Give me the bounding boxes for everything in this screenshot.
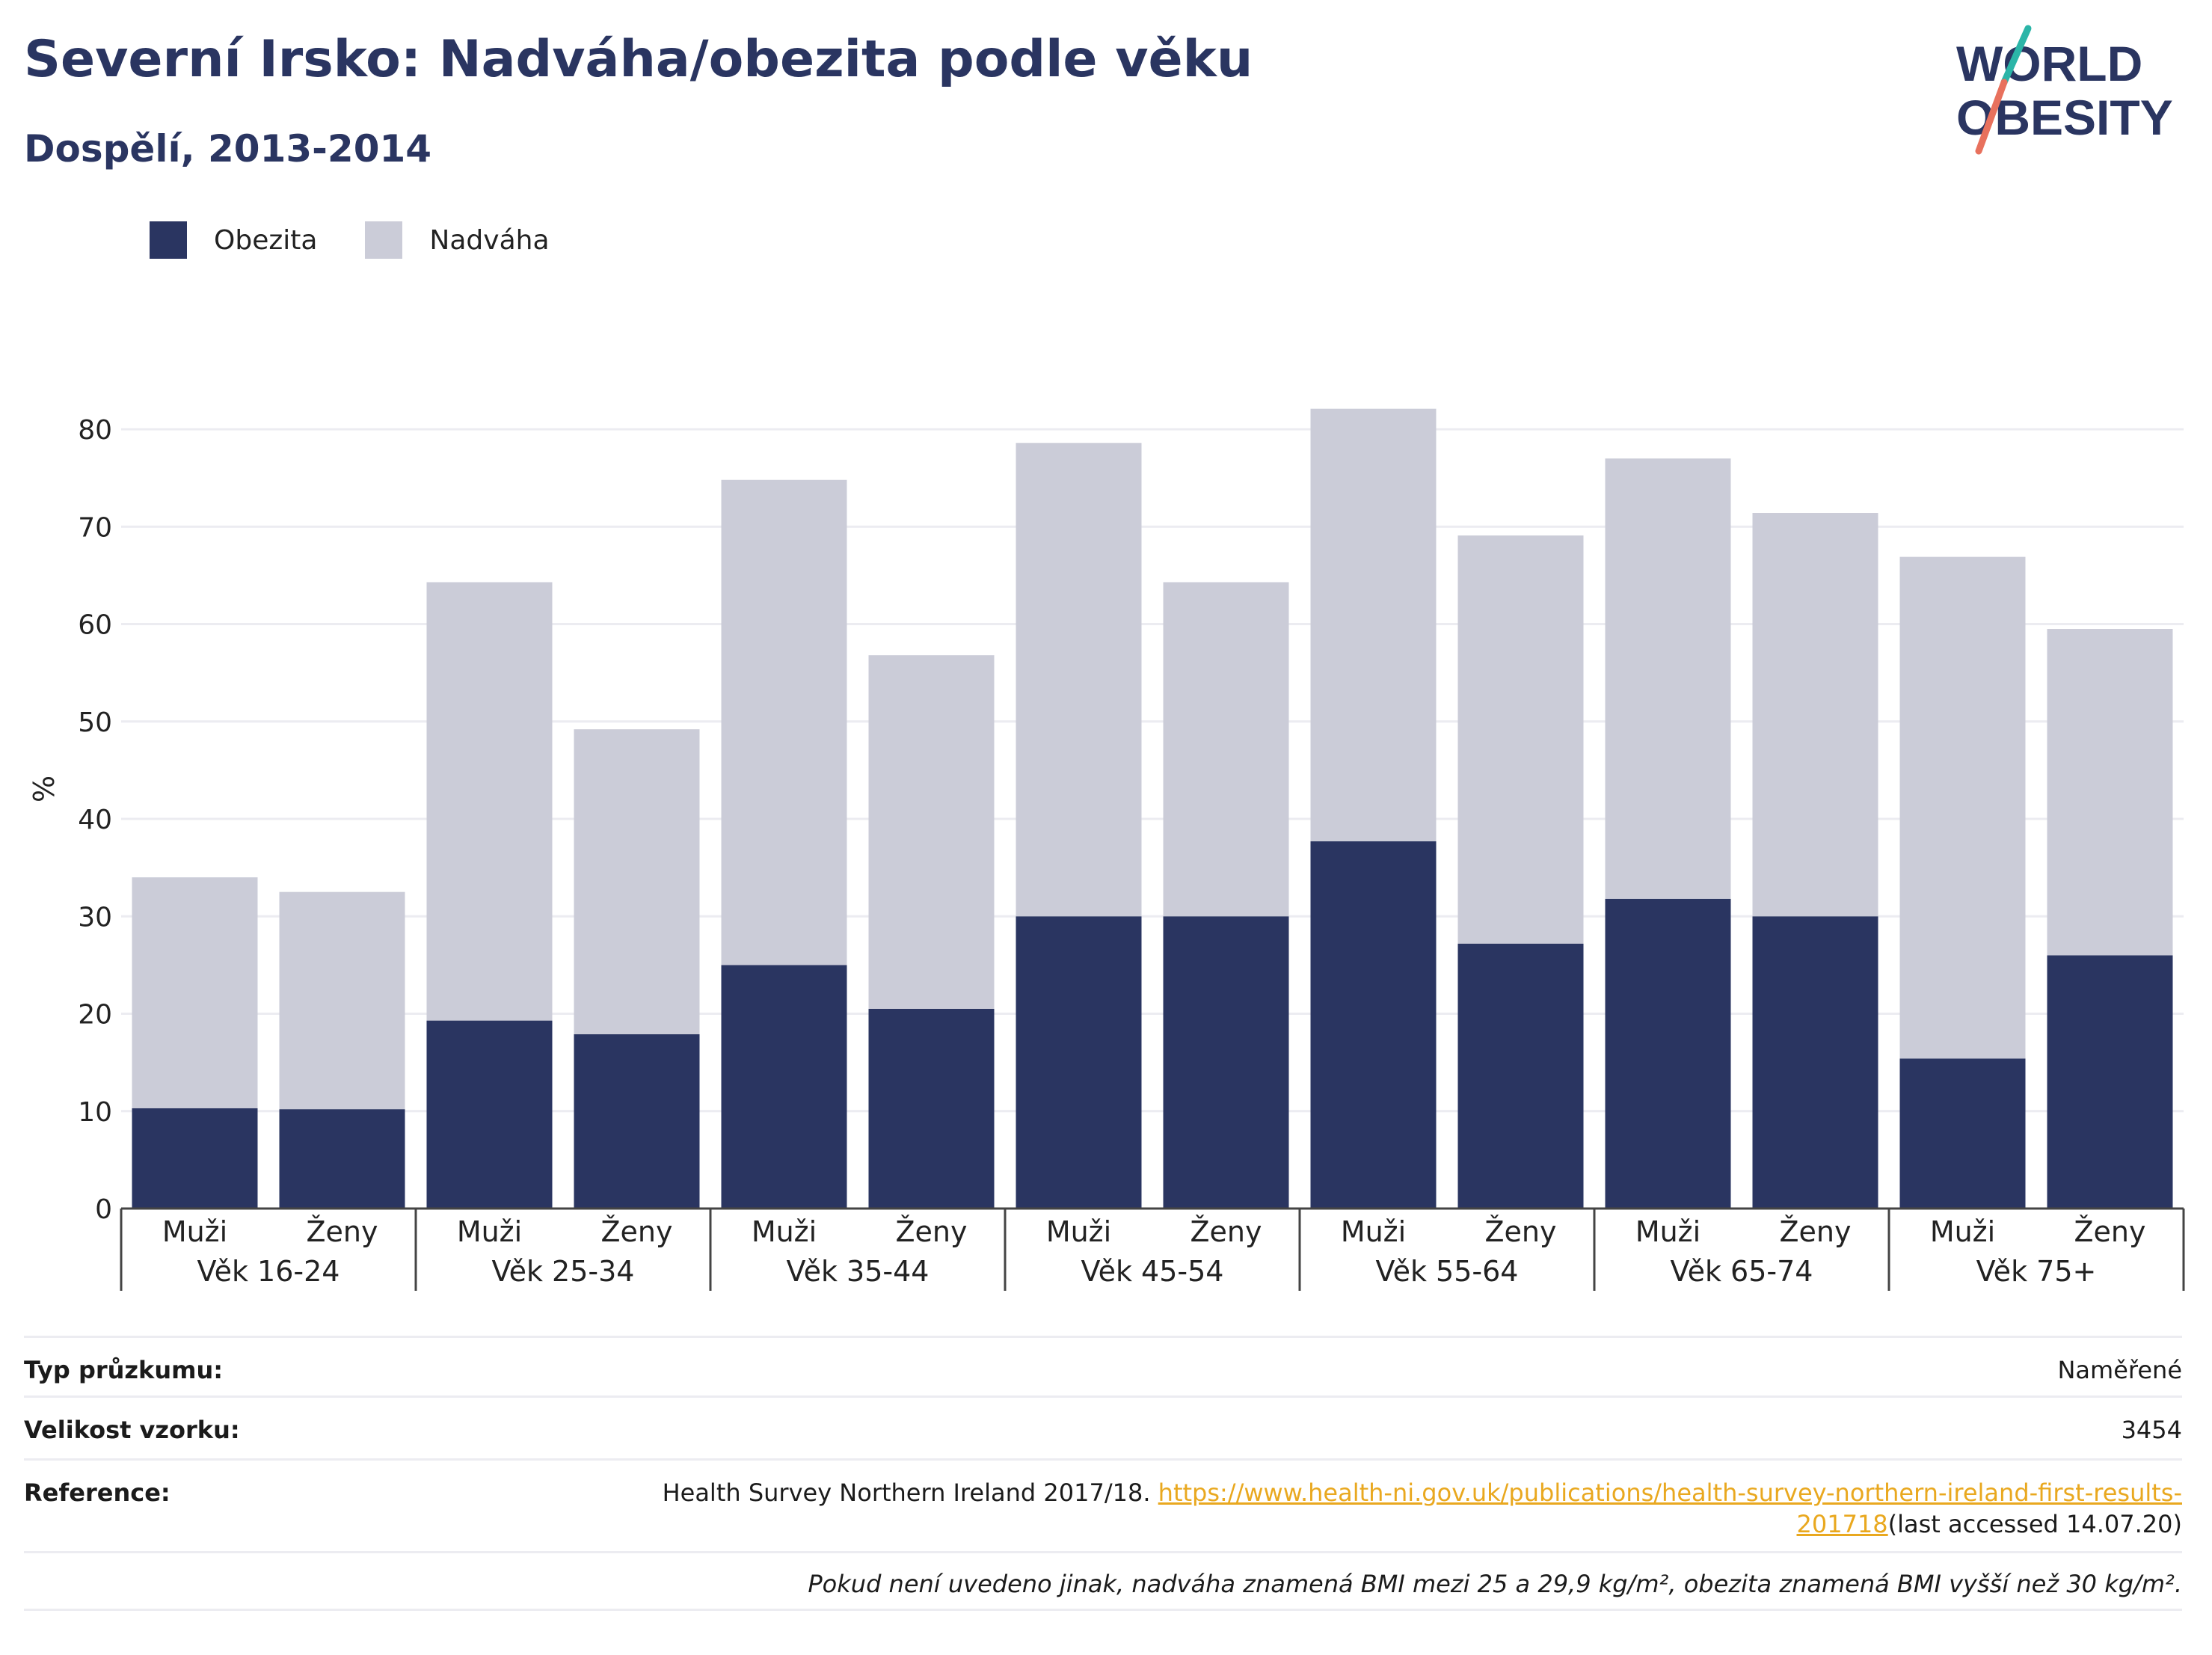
bar-nadvaha (2047, 629, 2173, 956)
legend-swatch-obezita (150, 221, 187, 259)
page-title: Severní Irsko: Nadváha/obezita podle věk… (24, 30, 1253, 89)
y-tick-label: 10 (78, 1097, 112, 1128)
reference-text: Health Survey Northern Ireland 2017/18. (662, 1479, 1151, 1507)
bar-obezita (868, 1008, 995, 1209)
bar-nadvaha (721, 479, 847, 965)
bar-nadvaha (1457, 535, 1584, 944)
footnote: Pokud není uvedeno jinak, nadváha znamen… (808, 1570, 2182, 1598)
reference-value: Health Survey Northern Ireland 2017/18. … (663, 1477, 2182, 1540)
y-tick-label: 0 (95, 1194, 112, 1225)
info-row-sample-size: Velikost vzorku: 3454 (24, 1395, 2182, 1458)
reference-link-line1[interactable]: https://www.health-ni.gov.uk/publication… (1158, 1479, 2182, 1507)
x-tick-label: Ženy (1191, 1215, 1262, 1248)
group-label: Věk 25-34 (492, 1255, 635, 1288)
stacked-bar-chart: 0 10 20 30 40 50 60 70 80% Muži Ženy Muži Ženy Muži Že… (28, 408, 2185, 1291)
info-row-reference: Reference: Health Survey Northern Irelan… (24, 1458, 2182, 1551)
legend-item-nadvaha[interactable]: Nadváha (365, 221, 550, 259)
group-label: Věk 65-74 (1671, 1255, 1813, 1288)
page-subtitle: Dospělí, 2013-2014 (24, 127, 432, 171)
y-tick-label: 40 (78, 805, 112, 835)
x-tick-label: Ženy (601, 1215, 673, 1248)
reference-accessed: (last accessed 14.07.20) (1887, 1510, 2182, 1538)
reference-label: Reference: (24, 1479, 170, 1507)
bar-nadvaha (426, 582, 553, 1021)
x-tick-label: Ženy (307, 1215, 378, 1248)
y-tick-label: 30 (78, 902, 112, 933)
y-axis-label: % (28, 776, 61, 802)
bar-nadvaha (868, 655, 995, 1009)
x-tick-label: Ženy (1780, 1215, 1852, 1248)
survey-type-label: Typ průzkumu: (24, 1356, 224, 1384)
y-tick-label: 60 (78, 610, 112, 641)
bar-obezita (721, 965, 847, 1209)
bar-obezita (1752, 916, 1878, 1209)
bar-nadvaha (1605, 458, 1731, 899)
x-tick-label: Ženy (1485, 1215, 1557, 1248)
x-tick-label: Muži (1930, 1215, 1995, 1248)
bar-nadvaha (1752, 513, 1878, 917)
bar-nadvaha (1899, 556, 2026, 1059)
y-tick-label: 80 (78, 415, 112, 446)
x-tick-label: Muži (752, 1215, 817, 1248)
bar-obezita (2047, 955, 2173, 1209)
x-tick-label: Muži (162, 1215, 227, 1248)
bar-obezita (1899, 1058, 2026, 1209)
x-tick-label: Muži (1341, 1215, 1406, 1248)
bar-obezita (426, 1020, 553, 1209)
legend-label-nadvaha: Nadváha (429, 224, 550, 256)
x-tick-label: Muži (1046, 1215, 1111, 1248)
bar-nadvaha (574, 729, 700, 1034)
group-label: Věk 75+ (1976, 1255, 2097, 1288)
sample-size-label: Velikost vzorku: (24, 1416, 240, 1444)
bar-obezita (132, 1108, 258, 1209)
x-tick-label: Muži (1635, 1215, 1701, 1248)
sample-size-value: 3454 (2121, 1416, 2182, 1444)
bar-obezita (1605, 898, 1731, 1209)
bar-nadvaha (1310, 408, 1437, 841)
bar-nadvaha (132, 877, 258, 1108)
bar-obezita (1016, 916, 1142, 1209)
bar-obezita (574, 1034, 700, 1209)
survey-type-value: Naměřené (2057, 1356, 2182, 1384)
x-tick-label: Muži (457, 1215, 522, 1248)
svg-text:WORLD: WORLD (1956, 36, 2142, 91)
info-row-survey-type: Typ průzkumu: Naměřené (24, 1336, 2182, 1395)
legend-item-obezita[interactable]: Obezita (150, 221, 317, 259)
y-tick-label: 20 (78, 1000, 112, 1031)
bar-nadvaha (1016, 443, 1142, 917)
y-tick-label: 50 (78, 707, 112, 738)
world-obesity-logo: WORLD OBESITY (1956, 25, 2173, 155)
reference-link-line2[interactable]: 201718 (1796, 1510, 1888, 1538)
survey-info-table: Typ průzkumu: Naměřené Velikost vzorku: … (24, 1336, 2182, 1611)
x-tick-label: Ženy (896, 1215, 968, 1248)
bar-obezita (1310, 841, 1437, 1209)
chart-legend: Obezita Nadváha (150, 221, 597, 259)
legend-swatch-nadvaha (365, 221, 403, 259)
bar-nadvaha (279, 891, 405, 1110)
x-tick-label: Ženy (2074, 1215, 2146, 1248)
group-label: Věk 16-24 (197, 1255, 340, 1288)
bar-nadvaha (1163, 582, 1289, 917)
legend-label-obezita: Obezita (214, 224, 318, 256)
info-row-footnote: Pokud není uvedeno jinak, nadváha znamen… (24, 1551, 2182, 1611)
bar-obezita (1163, 916, 1289, 1209)
y-tick-label: 70 (78, 512, 112, 543)
group-label: Věk 55-64 (1376, 1255, 1519, 1288)
bar-obezita (1457, 943, 1584, 1209)
bar-obezita (279, 1109, 405, 1209)
group-label: Věk 45-54 (1081, 1255, 1224, 1288)
group-label: Věk 35-44 (787, 1255, 930, 1288)
